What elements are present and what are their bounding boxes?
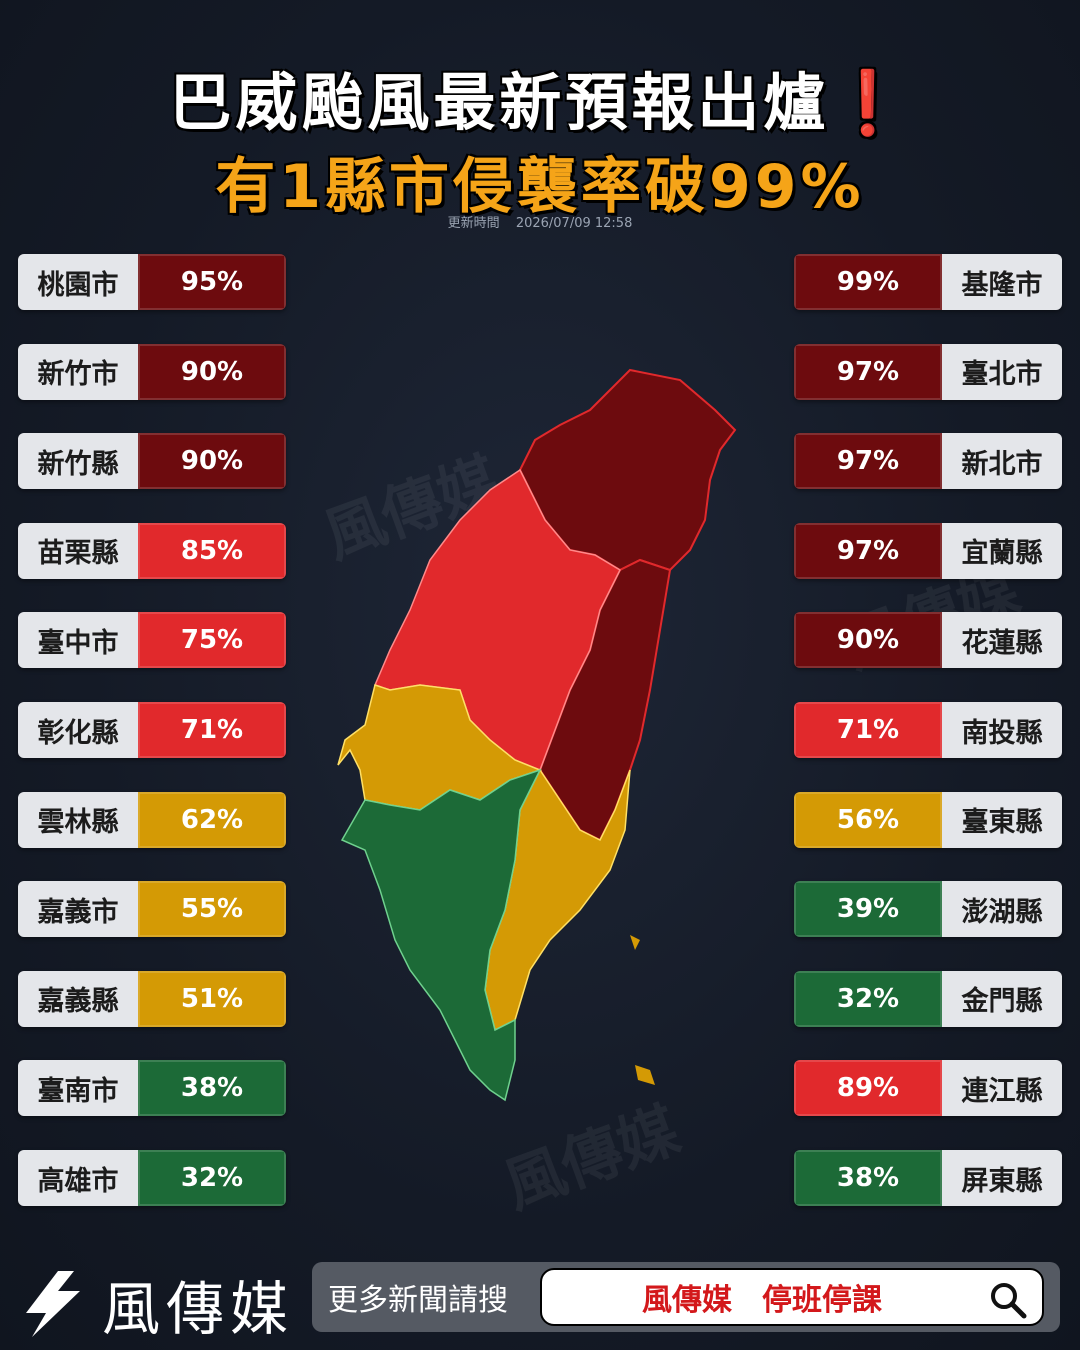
map-island-penghu <box>630 935 640 950</box>
county-percent: 90% <box>138 343 286 400</box>
county-row: 97% 宜蘭縣 <box>794 522 1062 579</box>
county-name: 嘉義市 <box>18 881 138 938</box>
county-percent: 90% <box>138 433 286 490</box>
taiwan-map <box>337 368 737 1102</box>
county-percent: 85% <box>138 522 286 579</box>
county-name: 金門縣 <box>942 970 1062 1027</box>
search-bar: 更多新聞請搜 風傳媒 停班停課 <box>312 1262 1060 1332</box>
county-name: 苗栗縣 <box>18 522 138 579</box>
brand-name: 風傳媒 <box>102 1275 295 1343</box>
county-name: 宜蘭縣 <box>942 522 1062 579</box>
county-percent: 97% <box>794 433 942 490</box>
county-row: 雲林縣 62% <box>18 791 286 848</box>
county-name: 新北市 <box>942 433 1062 490</box>
county-percent: 56% <box>794 791 942 848</box>
county-name: 澎湖縣 <box>942 881 1062 938</box>
county-percent: 90% <box>794 612 942 669</box>
update-value: 2026/07/09 12:58 <box>515 216 633 231</box>
county-name: 臺中市 <box>18 612 138 669</box>
county-name: 臺東縣 <box>942 791 1062 848</box>
search-box[interactable]: 風傳媒 停班停課 <box>540 1268 1044 1326</box>
county-percent: 97% <box>794 522 942 579</box>
brand-logo: 風傳媒 <box>18 1262 294 1346</box>
update-time: 更新時間 2026/07/09 12:58 <box>0 212 1080 231</box>
county-percent: 89% <box>794 1060 942 1117</box>
map-region-south <box>340 768 542 1102</box>
county-name: 基隆市 <box>942 254 1062 310</box>
county-row: 新竹縣 90% <box>18 433 286 490</box>
magnifier-icon[interactable] <box>988 1280 1028 1320</box>
county-row: 32% 金門縣 <box>794 970 1062 1027</box>
county-percent: 75% <box>138 612 286 669</box>
county-percent: 71% <box>794 702 942 758</box>
county-row: 臺南市 38% <box>18 1060 286 1117</box>
county-percent: 97% <box>794 343 942 400</box>
county-row: 90% 花蓮縣 <box>794 612 1062 669</box>
county-name: 連江縣 <box>942 1060 1062 1117</box>
county-percent: 39% <box>794 881 942 938</box>
county-row: 38% 屏東縣 <box>794 1150 1062 1206</box>
county-percent: 95% <box>138 254 286 310</box>
county-name: 南投縣 <box>942 702 1062 758</box>
county-percent: 51% <box>138 970 286 1027</box>
lightning-logo-icon <box>26 1271 80 1337</box>
county-name: 臺北市 <box>942 343 1062 400</box>
county-name: 雲林縣 <box>18 791 138 848</box>
county-name: 花蓮縣 <box>942 612 1062 669</box>
county-name: 嘉義縣 <box>18 970 138 1027</box>
county-name: 新竹市 <box>18 343 138 400</box>
county-name: 彰化縣 <box>18 702 138 758</box>
county-name: 屏東縣 <box>942 1150 1062 1206</box>
update-label: 更新時間 <box>447 216 500 231</box>
county-percent: 99% <box>794 254 942 310</box>
county-percent: 38% <box>138 1060 286 1117</box>
county-name: 臺南市 <box>18 1060 138 1117</box>
county-percent: 38% <box>794 1150 942 1206</box>
county-row: 嘉義市 55% <box>18 881 286 938</box>
county-row: 桃園市 95% <box>18 254 286 310</box>
search-label: 更多新聞請搜 <box>328 1283 508 1318</box>
county-row: 臺中市 75% <box>18 612 286 669</box>
county-row: 99% 基隆市 <box>794 254 1062 310</box>
county-row: 56% 臺東縣 <box>794 791 1062 848</box>
county-row: 39% 澎湖縣 <box>794 881 1062 938</box>
county-row: 97% 臺北市 <box>794 343 1062 400</box>
county-row: 71% 南投縣 <box>794 702 1062 758</box>
county-percent: 32% <box>794 970 942 1027</box>
county-row: 新竹市 90% <box>18 343 286 400</box>
county-row: 89% 連江縣 <box>794 1060 1062 1117</box>
map-island-lanyu <box>635 1065 655 1085</box>
headline: 巴威颱風最新預報出爐❗ <box>169 66 911 139</box>
county-row: 嘉義縣 51% <box>18 970 286 1027</box>
county-percent: 55% <box>138 881 286 938</box>
county-name: 桃園市 <box>18 254 138 310</box>
county-percent: 71% <box>138 702 286 758</box>
county-row: 高雄市 32% <box>18 1150 286 1206</box>
county-row: 97% 新北市 <box>794 433 1062 490</box>
search-query: 風傳媒 停班停課 <box>642 1283 882 1318</box>
county-row: 彰化縣 71% <box>18 702 286 758</box>
county-name: 新竹縣 <box>18 433 138 490</box>
county-percent: 32% <box>138 1150 286 1206</box>
county-percent: 62% <box>138 791 286 848</box>
subheadline: 有1縣市侵襲率破99% <box>215 152 865 222</box>
county-name: 高雄市 <box>18 1150 138 1206</box>
county-row: 苗栗縣 85% <box>18 522 286 579</box>
